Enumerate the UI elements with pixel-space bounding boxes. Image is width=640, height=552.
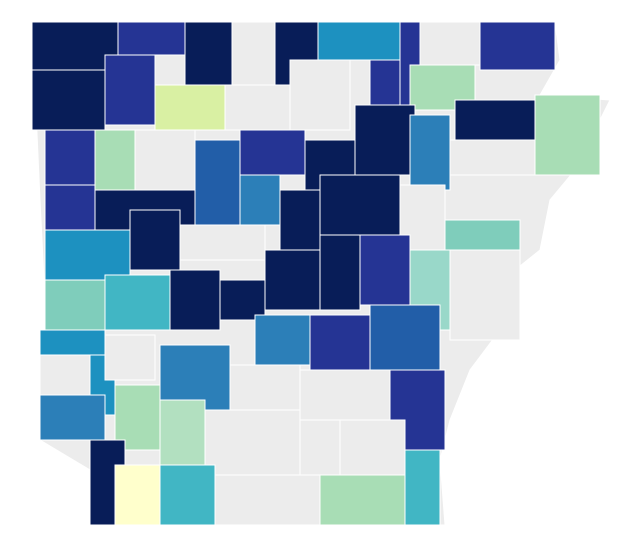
county bbox=[409, 114, 451, 191]
county bbox=[219, 279, 266, 321]
county bbox=[319, 234, 361, 311]
county bbox=[104, 334, 156, 381]
county bbox=[309, 314, 371, 371]
county bbox=[159, 344, 231, 411]
county bbox=[339, 419, 406, 476]
county bbox=[449, 139, 536, 176]
county bbox=[231, 21, 276, 86]
county bbox=[289, 59, 351, 131]
county bbox=[129, 209, 181, 271]
county bbox=[369, 59, 401, 111]
county bbox=[409, 21, 481, 66]
county bbox=[194, 139, 241, 231]
county bbox=[104, 274, 171, 331]
county bbox=[449, 249, 521, 341]
county bbox=[44, 129, 96, 186]
county bbox=[229, 364, 301, 411]
county bbox=[114, 464, 161, 526]
county bbox=[39, 354, 91, 401]
county bbox=[39, 394, 106, 441]
county bbox=[117, 21, 186, 56]
county bbox=[319, 174, 401, 236]
county bbox=[184, 21, 233, 86]
county bbox=[204, 409, 301, 476]
county bbox=[354, 104, 416, 176]
county bbox=[114, 384, 161, 451]
county bbox=[169, 269, 221, 331]
county bbox=[104, 54, 156, 126]
county bbox=[404, 449, 441, 526]
county bbox=[254, 314, 311, 366]
county bbox=[359, 234, 411, 306]
county bbox=[159, 399, 206, 466]
county bbox=[31, 69, 106, 131]
county bbox=[44, 279, 106, 331]
county bbox=[134, 129, 196, 191]
county bbox=[444, 219, 521, 251]
county bbox=[454, 99, 541, 141]
county bbox=[159, 464, 216, 526]
county bbox=[317, 21, 401, 61]
county bbox=[31, 21, 119, 71]
county bbox=[534, 94, 601, 176]
county bbox=[299, 369, 391, 421]
county bbox=[279, 189, 321, 251]
county bbox=[179, 224, 266, 261]
county bbox=[214, 474, 321, 526]
county bbox=[369, 304, 441, 371]
county bbox=[239, 174, 281, 226]
county bbox=[224, 84, 291, 131]
county bbox=[239, 129, 306, 176]
county bbox=[264, 249, 321, 311]
county bbox=[154, 84, 226, 131]
county bbox=[319, 474, 406, 526]
county bbox=[479, 21, 556, 71]
